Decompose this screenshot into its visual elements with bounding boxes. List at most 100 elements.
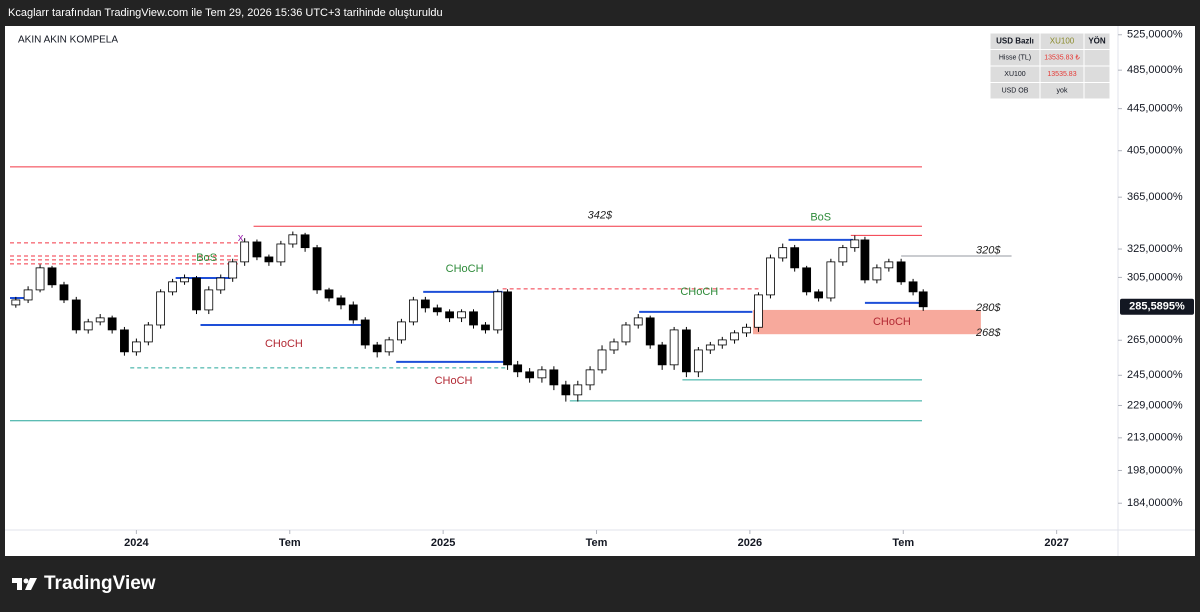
candle-body [216, 277, 226, 291]
candle-body [742, 326, 751, 334]
candle-body [11, 299, 21, 306]
candle-body [204, 289, 214, 311]
candle-body [838, 247, 848, 263]
annotation: CHoCH [265, 338, 303, 350]
annotation: 280$ [975, 302, 1001, 314]
candle-body [384, 339, 394, 353]
candle-body [493, 291, 503, 331]
candle-body [95, 317, 105, 323]
candle-body [884, 261, 894, 269]
candle-body [537, 369, 547, 379]
brand-logo [12, 578, 37, 590]
candle-body [23, 289, 33, 301]
candle-body [348, 304, 358, 321]
candle-body [35, 267, 45, 291]
annotation: x [238, 232, 244, 244]
candle-body [790, 247, 800, 269]
candle-body [754, 294, 763, 328]
table-cell [1083, 49, 1111, 67]
candle-body [826, 261, 836, 299]
y-tick-label: 198,0000% [1127, 464, 1183, 476]
candle-body [525, 371, 535, 379]
last-price-box [1120, 298, 1194, 315]
zone [752, 309, 981, 335]
candle-body [228, 261, 238, 279]
table-cell [1083, 82, 1111, 100]
candle-body [645, 317, 655, 346]
candle-body [549, 369, 559, 386]
candle-body [288, 234, 298, 245]
candle-body [360, 319, 370, 346]
y-tick-label: 405,0000% [1127, 145, 1183, 157]
candle-body [896, 261, 906, 283]
table-text: USD Bazlı [996, 36, 1034, 45]
candle-body [264, 256, 274, 263]
y-tick-label: 325,0000% [1127, 243, 1183, 255]
candle-body [597, 349, 607, 371]
candle-body [445, 311, 454, 319]
candle-body [717, 339, 727, 346]
candle-body [300, 234, 310, 249]
candle-body [192, 277, 201, 311]
x-tick-label: 2025 [431, 537, 455, 549]
annotation: 320$ [976, 245, 1001, 257]
candle-body [107, 317, 117, 331]
candle-body [83, 321, 93, 331]
annotation: CHoCH [680, 286, 718, 298]
table-text: YÖN [1088, 36, 1106, 45]
annotation: BoS [810, 211, 831, 223]
candle-body [850, 239, 860, 249]
candle-body [372, 344, 382, 353]
candle-body [814, 291, 823, 299]
candle-body [561, 384, 571, 396]
candle-body [432, 307, 442, 313]
candle-body [324, 289, 334, 299]
y-tick-label: 365,0000% [1127, 191, 1183, 203]
candle-body [802, 267, 812, 293]
candle-body [420, 299, 430, 309]
candle-body [872, 267, 882, 281]
candle-body [469, 311, 478, 326]
candle-body [59, 284, 69, 301]
candle-body [47, 267, 57, 286]
x-tick-label: 2026 [738, 537, 762, 549]
candle-body [397, 321, 406, 341]
candle-body [156, 291, 166, 326]
plot-area: 342$ BoS 320$ BoS CHoCH CHoCH 280$ CHoCH 268$ CHo… [10, 166, 1012, 422]
candle-body [408, 299, 418, 323]
info-table: USD Bazlı XU100 YÖN Hisse (TL) 13535.83 ₺ XU1… [989, 32, 1111, 100]
annotation: CHoCH [873, 316, 911, 328]
candle-body [633, 317, 643, 326]
candle-body [908, 281, 918, 293]
candle-body [143, 324, 153, 343]
candle-body [682, 329, 691, 373]
candle-body [609, 341, 619, 351]
candle-body [657, 344, 667, 366]
table-text: XU100 [1004, 71, 1026, 78]
chart-title: AKIN AKIN KOMPELA [18, 35, 118, 46]
y-tick-label: 525,0000% [1127, 29, 1183, 41]
y-tick-label: 229,0000% [1127, 399, 1183, 411]
x-tick-label: Tem [586, 537, 608, 549]
brand-name: TradingView [44, 573, 156, 594]
candle-body [860, 239, 870, 281]
candle-body [503, 291, 512, 366]
x-tick-label: 2027 [1044, 537, 1068, 549]
table-text: XU100 [1050, 36, 1075, 45]
x-tick-label: 2024 [124, 537, 149, 549]
y-tick-label: 184,0000% [1127, 497, 1183, 509]
candle-body [457, 311, 466, 319]
candle-body [573, 384, 583, 396]
candle-body [481, 324, 490, 331]
candle-body [669, 329, 679, 366]
candle-body [705, 344, 715, 351]
candle-body [312, 247, 322, 291]
table-text: yok [1057, 88, 1068, 95]
candle-body [168, 281, 177, 293]
y-tick-label: 245,0000% [1127, 369, 1183, 381]
candle-body [131, 341, 141, 353]
table-text: USD OB [1002, 88, 1029, 95]
table-text: Hisse (TL) [999, 55, 1031, 62]
candle-body [585, 369, 595, 386]
